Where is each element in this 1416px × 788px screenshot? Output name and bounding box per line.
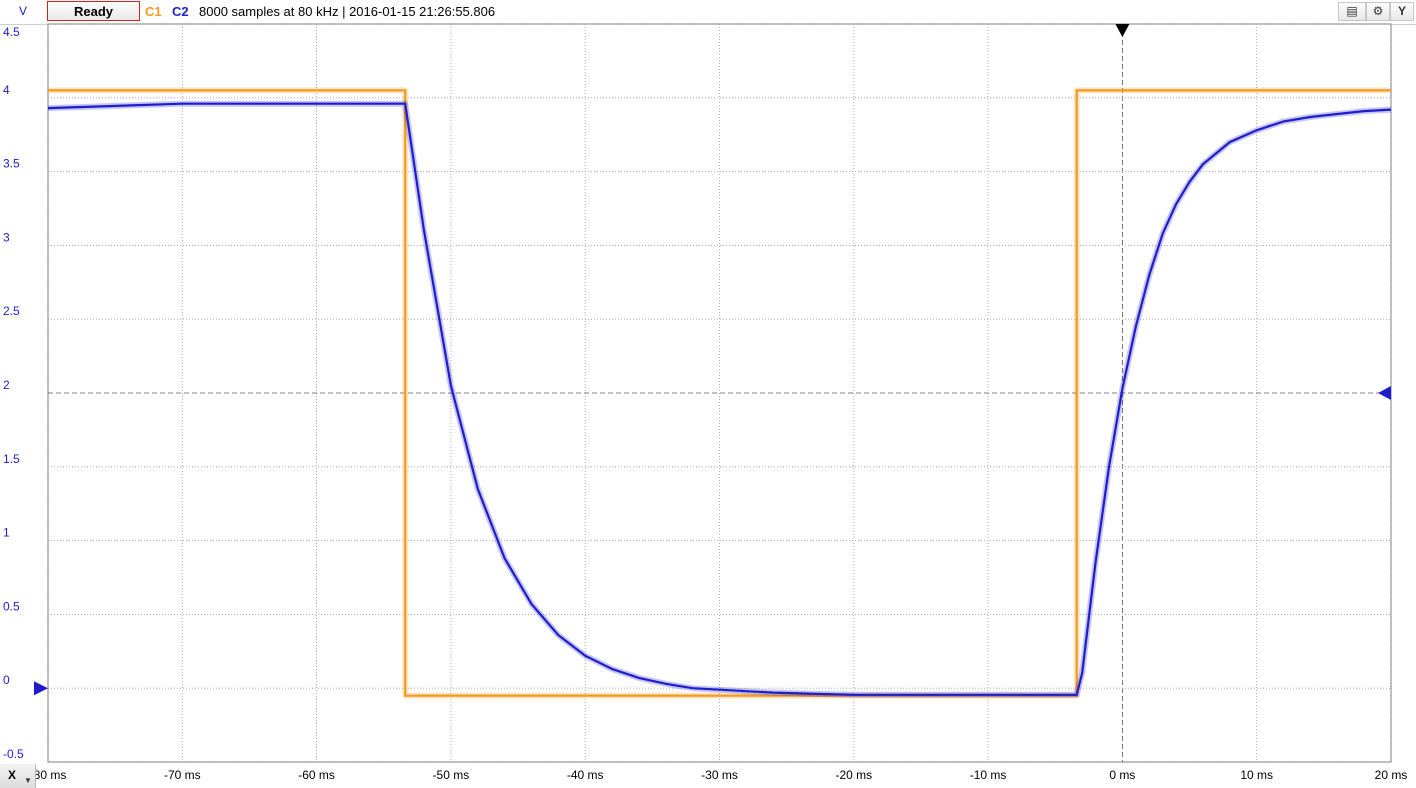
y-tick-label: 2.5: [3, 304, 20, 318]
x-tick-label: -70 ms: [164, 768, 201, 782]
dropdown-arrow-icon: ▼: [24, 776, 32, 785]
y-tick-label: 2: [3, 378, 10, 392]
x-tick-label: 0 ms: [1109, 768, 1135, 782]
ready-button[interactable]: Ready: [47, 1, 140, 21]
settings-button[interactable]: ⚙: [1366, 2, 1390, 21]
x-axis: -80 ms -70 ms -60 ms -50 ms -40 ms -30 ms -20 …: [30, 768, 1408, 782]
y-tick-label: 0: [3, 673, 10, 687]
y-axis-button[interactable]: Y: [1390, 2, 1414, 21]
status-text: 8000 samples at 80 kHz | 2016-01-15 21:2…: [199, 4, 496, 19]
channel2-offset-marker: [34, 681, 48, 696]
y-tick-label: 4.5: [3, 25, 20, 39]
x-tick-label: -10 ms: [970, 768, 1007, 782]
x-tick-label: -40 ms: [567, 768, 604, 782]
trigger-time-marker: [1115, 24, 1130, 37]
x-tick-label: -80 ms: [30, 768, 67, 782]
y-tick-label: 4: [3, 83, 10, 97]
x-axis-label: X: [8, 768, 17, 782]
x-tick-label: -30 ms: [701, 768, 738, 782]
y-tick-label: -0.5: [3, 747, 24, 761]
y-tick-label: 1: [3, 526, 10, 540]
display-settings-button[interactable]: ▤: [1338, 2, 1366, 21]
y-tick-label: 1.5: [3, 452, 20, 466]
x-axis-button[interactable]: X ▼: [0, 764, 36, 788]
y-unit-label: V: [19, 4, 28, 18]
x-tick-label: -60 ms: [298, 768, 335, 782]
y-tick-label: 3: [3, 230, 10, 244]
display-settings-icon: ▤: [1346, 4, 1358, 18]
x-tick-label: 20 ms: [1375, 768, 1408, 782]
markers: [34, 24, 1391, 696]
series-c1-line: [48, 89, 1391, 697]
gear-icon: ⚙: [1372, 4, 1384, 18]
y-tick-label: 3.5: [3, 157, 20, 171]
x-tick-label: -20 ms: [835, 768, 872, 782]
grid: [47, 23, 1392, 763]
x-tick-label: -50 ms: [433, 768, 470, 782]
y-axis: -0.5 0 0.5 1 1.5 2 2.5 3 3.5 4 4.5: [3, 25, 24, 761]
channel1-toggle[interactable]: C1: [145, 4, 162, 19]
toolbar: V Ready C1 C2 8000 samples at 80 kHz | 2…: [0, 0, 1416, 25]
plot-area: [47, 87, 1392, 699]
trigger-level-marker: [1378, 386, 1391, 400]
series-c2-line: [47, 102, 1392, 696]
y-tick-label: 0.5: [3, 599, 20, 613]
channel2-toggle[interactable]: C2: [172, 4, 189, 19]
x-tick-label: 10 ms: [1240, 768, 1273, 782]
